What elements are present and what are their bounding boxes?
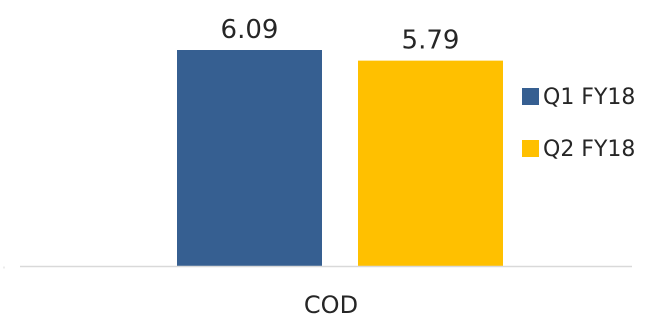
data-label-q2-fy18: 5.79 [402,26,460,56]
legend-label-q2-fy18: Q2 FY18 [543,137,635,162]
data-labels-group: 6.09 5.79 [221,15,460,56]
legend-label-q1-fy18: Q1 FY18 [543,85,635,110]
bar-q2-fy18 [358,60,503,266]
legend-swatch-q1-fy18 [522,88,539,105]
category-label-cod: COD [304,291,358,319]
legend: Q1 FY18 Q2 FY18 [522,85,635,162]
legend-swatch-q2-fy18 [522,140,539,157]
bars-group [177,50,503,266]
bar-q1-fy18 [177,50,322,266]
data-label-q1-fy18: 6.09 [221,15,279,45]
